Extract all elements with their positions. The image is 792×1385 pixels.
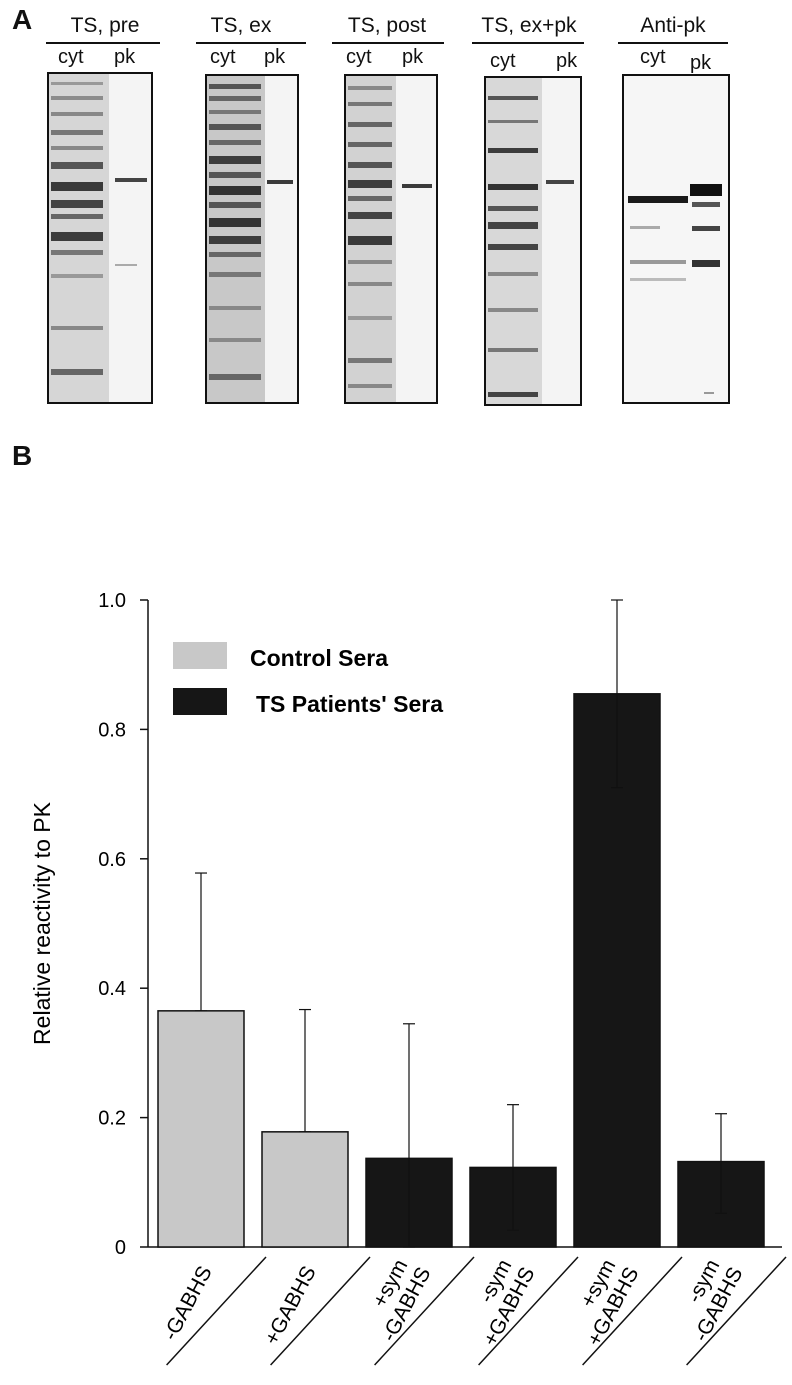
blot-rule-4 (472, 42, 584, 44)
x-label-4: -sym+GABHS (475, 1256, 540, 1350)
y-tick-label: 0.8 (98, 719, 126, 741)
lane-label-pk-1: pk (114, 46, 136, 68)
blot-3 (344, 74, 438, 404)
blot-rule-1 (46, 42, 160, 44)
bar-chart: 0 0.2 0.4 0.6 0.8 1.0 Relative reactivity to P… (29, 590, 787, 1366)
blot-1 (47, 72, 153, 404)
panel-a-letter: A (12, 4, 33, 35)
blot-title-4: TS, ex+pk (481, 14, 577, 37)
blot-4 (484, 76, 582, 406)
blot-title-1: TS, pre (70, 14, 140, 37)
legend-swatch-1 (173, 642, 227, 669)
x-label-slash-5 (582, 1256, 683, 1366)
y-tick-label: 0.6 (98, 849, 126, 871)
blot-rule-2 (196, 42, 306, 44)
x-label-slash-6 (686, 1256, 787, 1366)
blot-title-5: Anti-pk (640, 14, 706, 37)
lane-label-cyt-2: cyt (210, 46, 236, 68)
y-tick-label: 0.4 (98, 978, 126, 1000)
legend-swatch-2 (173, 688, 227, 715)
bar-1 (157, 1010, 245, 1248)
x-label-2: +GABHS (260, 1262, 321, 1349)
y-tick-label: 0 (115, 1237, 126, 1259)
x-label-3: +sym-GABHS (368, 1256, 435, 1346)
blot-5 (622, 74, 730, 404)
lane-label-cyt-1: cyt (58, 46, 84, 68)
bar-2 (261, 1131, 349, 1248)
x-label-slash-2 (270, 1256, 371, 1366)
lane-label-pk-3: pk (402, 46, 424, 68)
x-label-5: +sym+GABHS (576, 1256, 643, 1350)
blot-3-bands (346, 76, 432, 402)
blot-1-bands (49, 74, 147, 402)
panel-b-letter: B (12, 440, 33, 471)
x-label-slash-4 (478, 1256, 579, 1366)
lane-label-pk-2: pk (264, 46, 286, 68)
lane-label-cyt-3: cyt (346, 46, 372, 68)
x-label-1: -GABHS (159, 1262, 217, 1344)
x-label-slash-3 (374, 1256, 475, 1366)
y-tick-label: 0.2 (98, 1108, 126, 1130)
x-label-slash-1 (166, 1256, 267, 1366)
blot-rule-5 (618, 42, 728, 44)
blot-2-bands (207, 76, 293, 402)
chart-bars (157, 693, 765, 1248)
chart-axes: 0 0.2 0.4 0.6 0.8 1.0 Relative reactivity to P… (29, 590, 782, 1259)
blot-title-2: TS, ex (210, 14, 272, 37)
blot-5-bands (628, 184, 722, 394)
blot-title-3: TS, post (347, 14, 427, 37)
chart-legend: Control Sera TS Patients' Sera (173, 642, 443, 717)
x-label-line1: -GABHS (159, 1262, 217, 1344)
legend-label-1: Control Sera (250, 645, 388, 671)
chart-x-labels: -GABHS +GABHS +sym-GABHS -sym+GABHS +sym+GAB… (159, 1256, 787, 1366)
lane-label-pk-4: pk (556, 50, 578, 72)
x-label-line1: +GABHS (260, 1262, 321, 1349)
blot-2 (205, 74, 299, 404)
blot-4-bands (486, 78, 574, 404)
x-label-6: -sym-GABHS (683, 1256, 748, 1346)
chart-error-bars (195, 599, 727, 1248)
legend-label-2: TS Patients' Sera (256, 691, 443, 717)
blot-rule-3 (332, 42, 444, 44)
y-tick-label: 1.0 (98, 590, 126, 612)
lane-label-cyt-4: cyt (490, 50, 516, 72)
y-axis-label: Relative reactivity to PK (29, 801, 55, 1045)
lane-label-cyt-5: cyt (640, 46, 666, 68)
lane-label-pk-5: pk (690, 52, 712, 74)
